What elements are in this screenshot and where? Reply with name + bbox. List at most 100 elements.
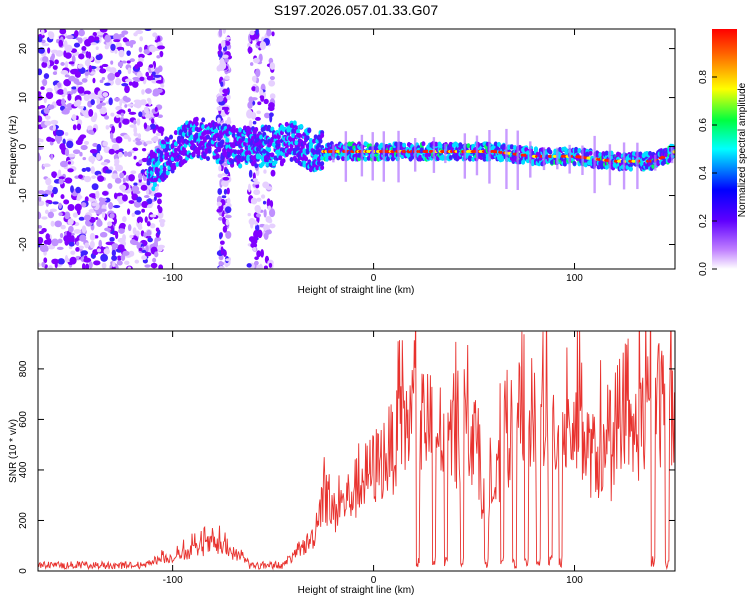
spectrogram-cell (38, 106, 43, 110)
spectrogram-cell (126, 60, 131, 64)
spectrogram-cell (238, 127, 243, 133)
spectrogram-cell (136, 196, 142, 203)
spectrogram-streak (516, 130, 519, 190)
spectrogram-cell (248, 46, 252, 55)
spectrogram-cell (201, 124, 206, 130)
spectrogram-cell (224, 57, 229, 63)
spectrogram-cell (38, 115, 43, 123)
spectrogram-cell (92, 142, 98, 148)
spectrogram-cell (252, 75, 257, 83)
spectrogram-cell (138, 159, 143, 164)
spectrogram-cell (41, 216, 48, 220)
spectrogram-cell (114, 71, 120, 78)
spectrogram-cell (222, 54, 229, 59)
spectrogram-cell (88, 198, 96, 202)
spectrogram-cell (141, 147, 147, 152)
spectrogram-cell (47, 104, 55, 110)
spectrogram-cell (583, 162, 588, 168)
spectrogram-cell (256, 197, 262, 202)
spectrogram-cell (305, 135, 310, 141)
spectrogram-cell (224, 40, 231, 46)
spectrogram-cell (302, 162, 307, 168)
spectrogram-cell (260, 249, 264, 258)
spectrogram-cell (66, 103, 71, 109)
spectrogram-cell (574, 146, 579, 152)
spectrogram-cell (226, 152, 231, 158)
spectrogram-cell (38, 91, 42, 96)
spectrogram-cell (173, 147, 178, 153)
spectrogram-cell (225, 137, 230, 143)
spectrogram-cell (276, 139, 281, 145)
spectrogram-cell (216, 106, 223, 111)
spectrogram-cell (146, 180, 151, 186)
spectrogram-cell (98, 197, 104, 202)
spectrogram-cell (315, 165, 320, 171)
spectrogram-streak (670, 145, 674, 164)
spectrogram-streak (332, 144, 335, 163)
spectrogram-cell (305, 149, 310, 155)
spectrogram-cell (38, 110, 41, 116)
spectrogram-cell (114, 177, 122, 184)
snr-frame (37, 330, 676, 572)
spectrogram-cell (88, 108, 94, 117)
spectrogram-cell (38, 262, 41, 268)
spectrogram-cell (263, 169, 267, 174)
spectrogram-cell (59, 233, 64, 239)
spectrogram-cell (289, 157, 294, 163)
colorbar-tick-label: 0.2 (698, 214, 709, 228)
spectrogram-cell (78, 174, 83, 179)
spectrogram-cell (324, 156, 329, 162)
spectrogram-cell (45, 91, 54, 100)
spectrogram-streak (568, 144, 571, 174)
spectrogram-cell (134, 259, 140, 264)
spectrogram-cell (246, 109, 253, 119)
spectrogram-cell (164, 147, 169, 153)
spectrogram-cell (216, 201, 222, 207)
spectrogram-cell (119, 98, 123, 107)
spectrogram-cell (148, 45, 157, 53)
spectrogram-cell (148, 157, 153, 163)
spectrogram-cell (269, 75, 275, 81)
spectrogram-cell (136, 216, 144, 224)
spectrogram-cell (81, 263, 86, 269)
spectrogram-cell (254, 163, 259, 169)
spectrogram-cell (89, 92, 96, 100)
spectrogram-cell (133, 119, 137, 125)
spectrogram-cell (604, 150, 609, 156)
spectrogram-cell (76, 37, 81, 41)
spectrogram-cell (226, 197, 231, 205)
spectrogram-cell (134, 78, 141, 82)
spectrogram-cell (38, 230, 45, 235)
spectrogram-cell (50, 49, 59, 54)
spectrogram-cell (255, 224, 260, 232)
spectrogram-cell (41, 61, 48, 68)
spectrogram-cell (250, 197, 258, 205)
spectrogram-streak (475, 135, 479, 176)
spectrogram-cell (59, 160, 68, 168)
spectrogram-cell (152, 178, 157, 184)
spectrogram-cell (63, 87, 68, 96)
spectrogram-cell (249, 30, 255, 36)
spectrogram-cell (116, 255, 122, 261)
spectrogram-cell (133, 155, 137, 160)
spectrogram-streak (622, 142, 626, 190)
spectrogram-cell (268, 262, 273, 268)
spectrogram-cell (162, 166, 167, 172)
spectrogram-cell (84, 39, 92, 47)
spectrogram-streak (593, 135, 596, 194)
spectrogram-cell (122, 118, 130, 125)
spectrogram-cell (218, 260, 224, 266)
spectrogram-cell (146, 204, 153, 209)
spectrogram-cell (58, 202, 62, 209)
spectrogram-cell (110, 112, 115, 117)
spectrogram-cell (38, 196, 42, 202)
spectrogram-cell (59, 29, 67, 35)
spectrogram-cell (222, 176, 230, 181)
spectrogram-cell (54, 134, 63, 143)
spectrogram-cell (224, 75, 230, 80)
spectrogram-cell (218, 232, 223, 240)
spectrogram-cell (78, 245, 85, 250)
spectrogram-cell (421, 141, 426, 147)
spectrogram-cell (133, 32, 138, 37)
